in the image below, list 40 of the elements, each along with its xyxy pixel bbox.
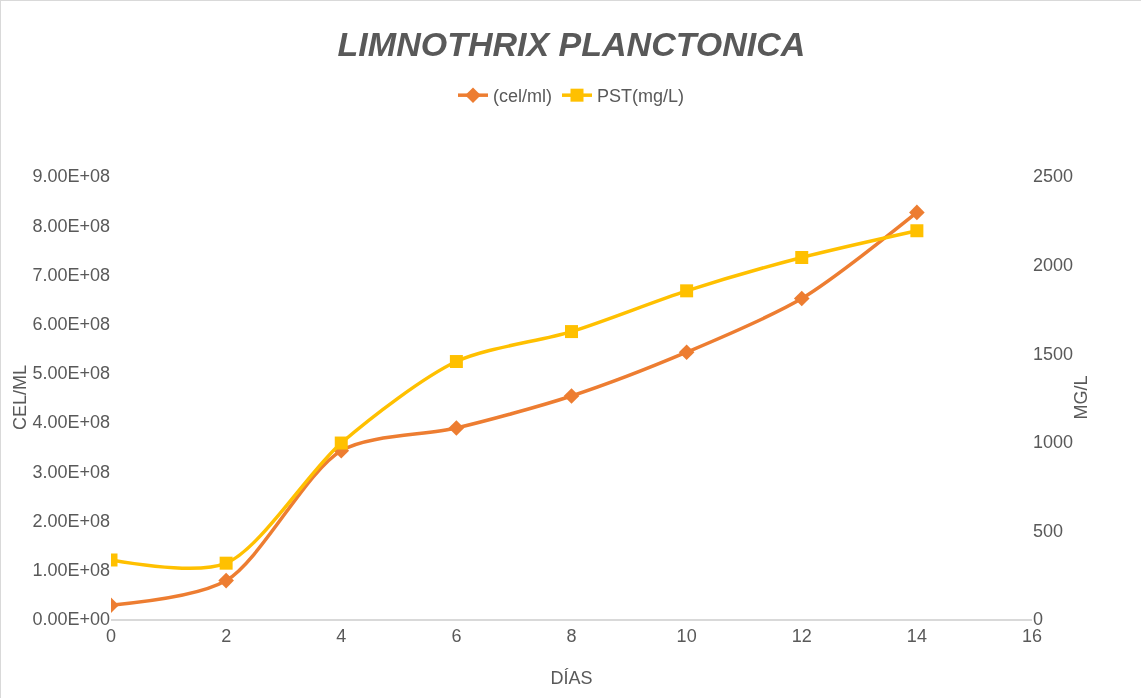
point	[678, 344, 695, 361]
y-tick-label: 4.00E+08	[32, 412, 110, 433]
y-tick-label: 5.00E+08	[32, 363, 110, 384]
point	[563, 388, 580, 404]
y2-tick-label: 1500	[1033, 343, 1074, 364]
point	[219, 556, 233, 570]
chart-title: LIMNOTHRIX PLANCTONICA	[337, 25, 806, 64]
y-axis-title: CEL/ML	[10, 364, 31, 431]
legend-label: (cel/ml)	[493, 86, 552, 107]
y-tick-label: 3.00E+08	[32, 461, 110, 482]
y-tick-label: 7.00E+08	[32, 264, 110, 285]
x-tick-label: 4	[336, 626, 347, 647]
y2-tick-label: 1000	[1033, 432, 1074, 453]
point	[910, 224, 924, 238]
y2-tick-label: 500	[1033, 520, 1064, 541]
legend-label: PST(mg/L)	[597, 86, 685, 107]
point	[448, 420, 465, 436]
x-tick-label: 2	[221, 626, 232, 647]
y2-tick-label: 2000	[1033, 254, 1074, 275]
y-tick-label: 9.00E+08	[32, 166, 110, 187]
point	[565, 325, 578, 339]
y-tick-label: 6.00E+08	[32, 313, 110, 334]
y-tick-label: 1.00E+08	[32, 560, 110, 581]
point	[793, 290, 810, 307]
x-tick-label: 10	[676, 626, 697, 647]
point	[334, 436, 348, 450]
x-tick-label: 6	[451, 626, 462, 647]
y2-tick-label: 2500	[1033, 166, 1074, 187]
y-tick-label: 2.00E+08	[32, 510, 110, 531]
point	[795, 251, 809, 265]
x-tick-label: 14	[906, 626, 927, 647]
y2-axis-title: MG/L	[1071, 375, 1091, 420]
point	[680, 284, 694, 298]
point	[449, 355, 463, 369]
point	[909, 204, 925, 221]
point	[218, 572, 234, 589]
x-tick-label: 12	[791, 626, 812, 647]
x-axis-title: DÍAS	[550, 667, 593, 688]
x-tick-label: 8	[566, 626, 577, 647]
y-tick-label: 8.00E+08	[32, 215, 110, 236]
